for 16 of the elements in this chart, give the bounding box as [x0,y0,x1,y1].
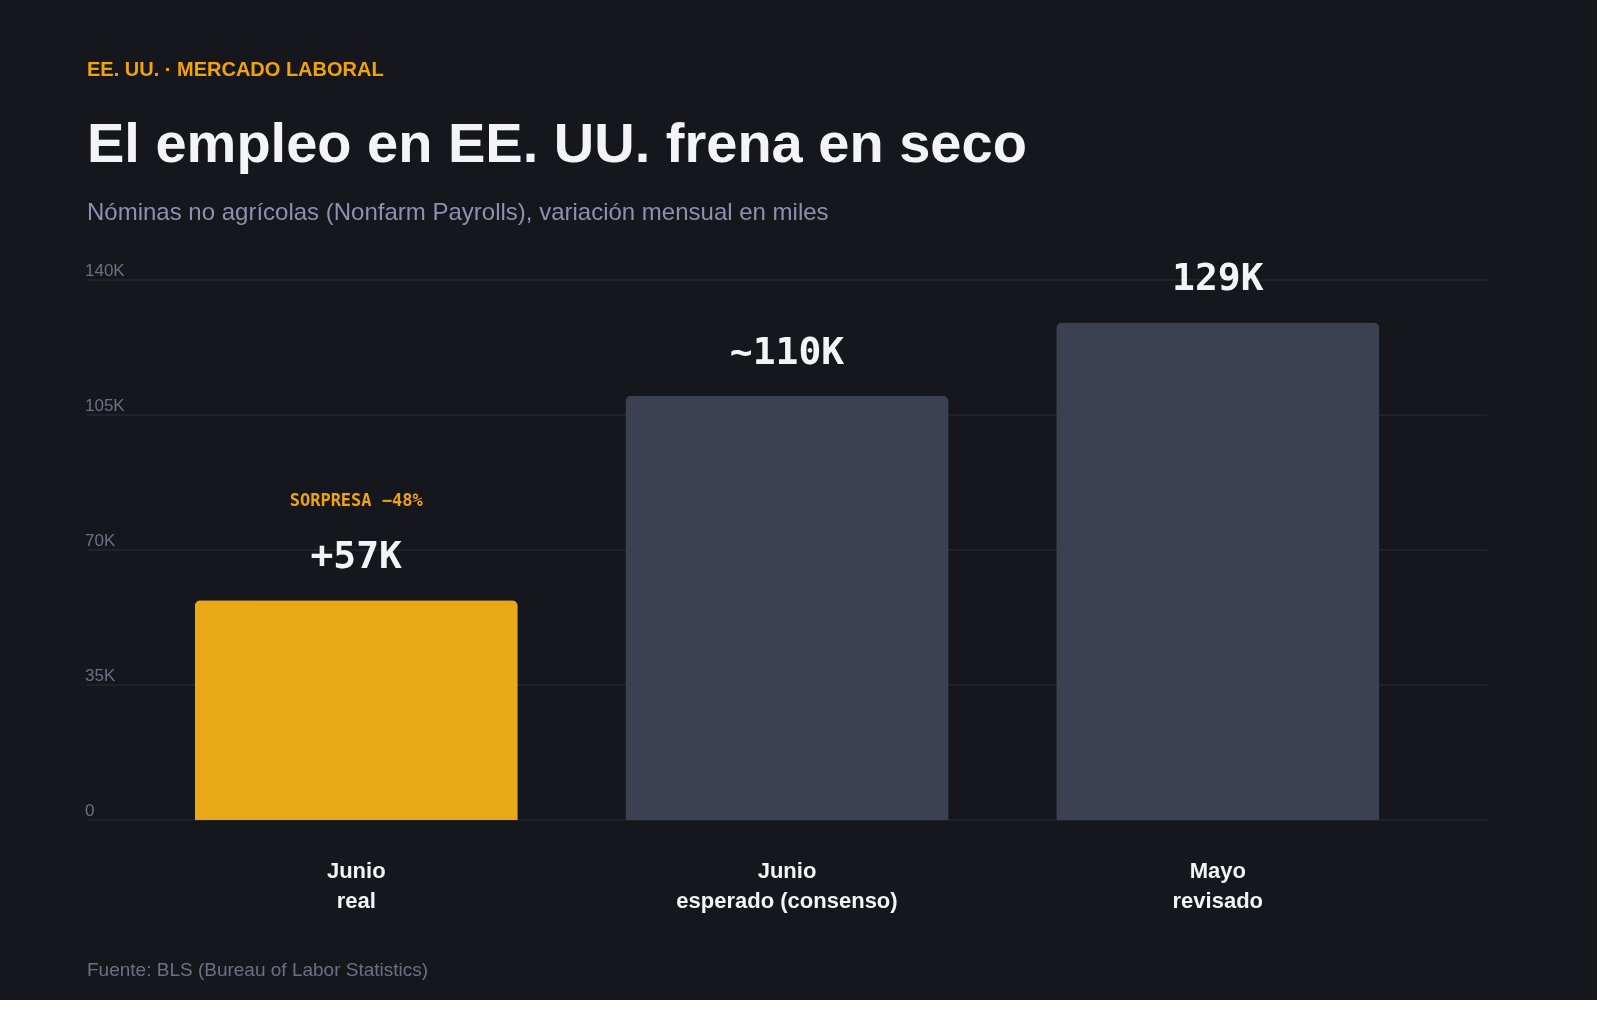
x-tick-label: Junio real [326,857,386,913]
x-tick-label: Junio esperado (consenso) [676,857,898,913]
data-label: ~110K [729,328,845,373]
chart-subtitle: Nóminas no agrícolas (Nonfarm Payrolls), variación mensual en miles [87,198,829,225]
data-label: +57K [310,533,403,578]
x-tick-label: Mayo revisado [1172,857,1264,913]
annotation: SORPRESA −48% [289,490,424,511]
y-tick-label: 105K [85,396,126,415]
data-label: 129K [1172,255,1264,300]
y-tick-label: 140K [85,261,126,280]
y-tick-label: 35K [85,666,116,685]
y-tick-label: 0 [85,801,95,820]
y-tick-label: 70K [85,531,116,550]
text: EE. UU. · MERCADO LABORAL [87,58,384,80]
source-note: Fuente: BLS (Bureau of Labor Statistics) [87,959,429,980]
chart-title: El empleo en EE. UU. frena en seco [87,111,1027,174]
